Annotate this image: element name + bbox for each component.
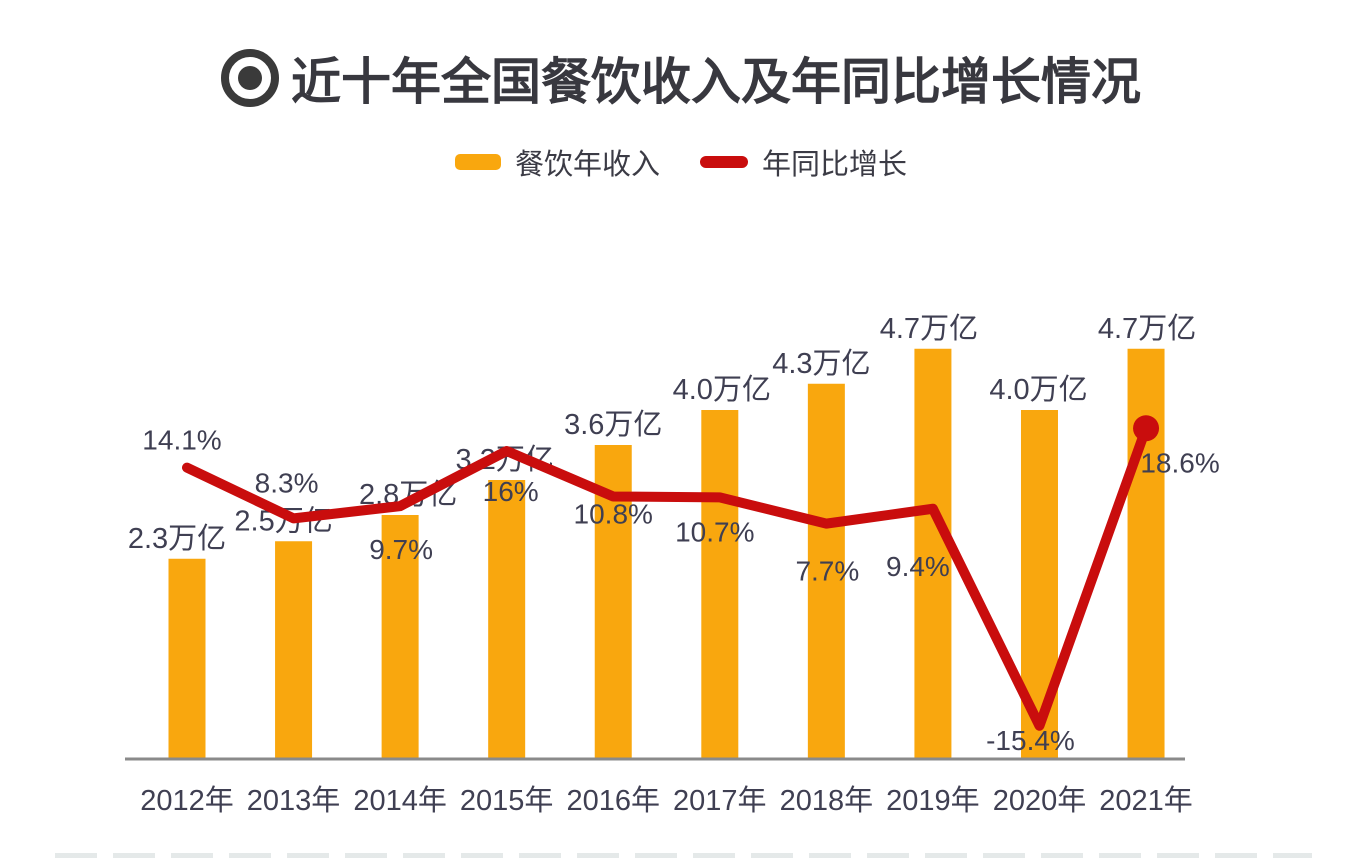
page-title: 近十年全国餐饮收入及年同比增长情况 bbox=[291, 54, 1141, 110]
line-point-marker bbox=[1133, 415, 1160, 442]
line-value-label: 14.1% bbox=[142, 425, 221, 456]
legend-label-growth: 年同比增长 bbox=[762, 149, 908, 181]
x-axis-label-2020年: 2020年 bbox=[993, 784, 1087, 817]
x-axis-label-2018年: 2018年 bbox=[780, 784, 874, 817]
bar-2019年 bbox=[914, 348, 952, 760]
bar-value-label: 4.7万亿 bbox=[880, 312, 978, 345]
line-value-label: 9.7% bbox=[369, 534, 433, 565]
x-axis-label-2015年: 2015年 bbox=[460, 784, 554, 817]
x-axis-label-2012年: 2012年 bbox=[140, 784, 234, 817]
x-axis-label-2019年: 2019年 bbox=[886, 784, 980, 817]
x-axis-label-2013年: 2013年 bbox=[247, 784, 341, 817]
bar-value-label: 4.0万亿 bbox=[673, 373, 771, 406]
chart-header: 近十年全国餐饮收入及年同比增长情况 bbox=[0, 42, 1362, 114]
bar-2018年 bbox=[807, 383, 845, 760]
chart-legend: 餐饮年收入 年同比增长 bbox=[0, 141, 1362, 183]
bar-2015年 bbox=[488, 480, 526, 760]
line-swatch-icon bbox=[700, 156, 748, 168]
line-value-label: 8.3% bbox=[255, 467, 319, 498]
bar-2014年 bbox=[381, 515, 419, 760]
x-axis-label-2017年: 2017年 bbox=[673, 784, 767, 817]
bar-2017年 bbox=[701, 410, 739, 760]
line-value-label: 16% bbox=[483, 476, 539, 507]
line-value-label: 7.7% bbox=[795, 556, 859, 587]
bar-2013年 bbox=[275, 541, 313, 760]
legend-item-growth: 年同比增长 bbox=[700, 141, 907, 183]
legend-item-revenue: 餐饮年收入 bbox=[454, 141, 660, 183]
bar-value-label: 4.3万亿 bbox=[772, 347, 870, 380]
bar-value-label: 4.7万亿 bbox=[1098, 312, 1196, 345]
line-value-label: -15.4% bbox=[986, 725, 1075, 756]
bullseye-icon-dot bbox=[238, 66, 262, 90]
bar-2012年 bbox=[168, 558, 206, 760]
x-axis-label-2014年: 2014年 bbox=[353, 784, 447, 817]
cropped-footer-text bbox=[55, 853, 1312, 858]
growth-line bbox=[182, 423, 1152, 731]
line-value-label: 18.6% bbox=[1140, 447, 1219, 478]
line-value-label: 10.7% bbox=[675, 516, 754, 547]
x-axis-label-2021年: 2021年 bbox=[1099, 784, 1193, 817]
bar-value-label: 3.6万亿 bbox=[564, 408, 662, 441]
bar-value-label: 4.0万亿 bbox=[989, 373, 1087, 406]
bar-value-label: 2.3万亿 bbox=[128, 522, 226, 555]
legend-label-revenue: 餐饮年收入 bbox=[514, 149, 660, 181]
bar-2021年 bbox=[1127, 348, 1165, 760]
line-value-label: 9.4% bbox=[886, 551, 950, 582]
x-axis-label-2016年: 2016年 bbox=[566, 784, 660, 817]
line-value-label: 10.8% bbox=[574, 499, 653, 530]
bar-swatch-icon bbox=[454, 154, 501, 170]
bullseye-icon bbox=[221, 49, 279, 107]
